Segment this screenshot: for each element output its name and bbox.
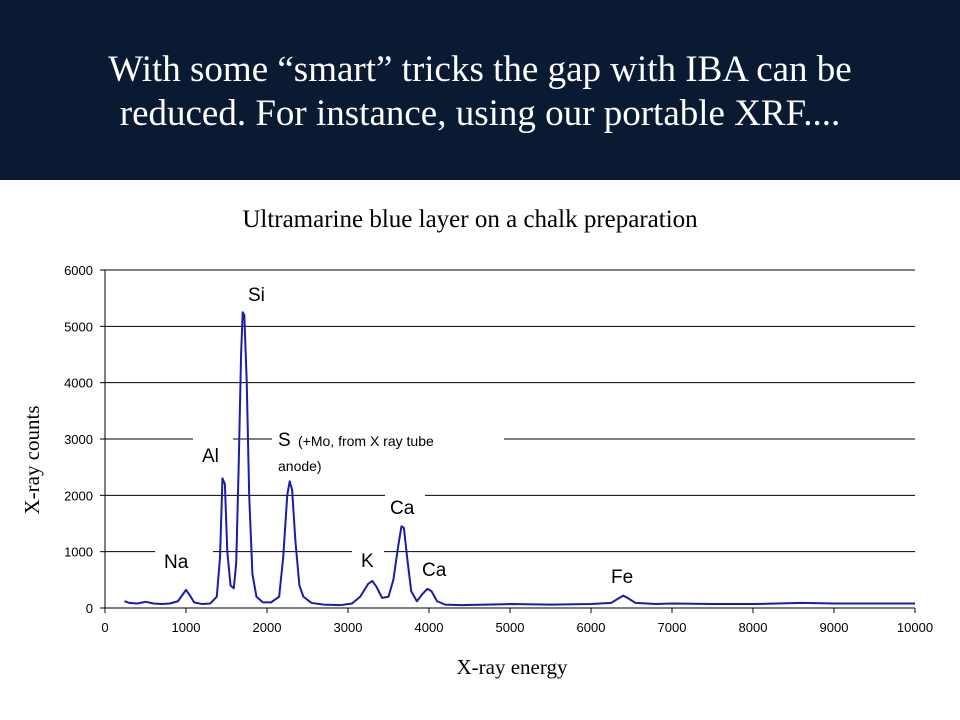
peak-label: S — [278, 430, 291, 451]
x-tick-label: 8000 — [739, 620, 768, 635]
peak-label: Fe — [611, 567, 633, 588]
label-bg — [272, 426, 504, 476]
peak-note: (+Mo, from X ray tube — [298, 433, 434, 449]
peak-note: anode) — [278, 458, 322, 474]
x-tick-label: 9000 — [820, 620, 849, 635]
label-bg — [155, 546, 213, 576]
chart-title: Ultramarine blue layer on a chalk prepar… — [242, 206, 698, 233]
y-tick-label: 5000 — [64, 319, 93, 334]
x-tick-label: 2000 — [253, 620, 282, 635]
spectrum-line — [124, 311, 915, 607]
y-tick-label: 1000 — [64, 545, 93, 560]
peak-label: Ca — [390, 498, 415, 519]
y-tick-label: 0 — [86, 601, 93, 616]
x-tick-label: 6000 — [577, 620, 606, 635]
peak-label: Ca — [422, 560, 447, 581]
x-tick-label: 0 — [101, 620, 108, 635]
y-tick-label: 4000 — [64, 376, 93, 391]
x-tick-label: 3000 — [334, 620, 363, 635]
peak-label: K — [361, 551, 374, 572]
label-bg — [193, 432, 233, 470]
x-tick-label: 7000 — [658, 620, 687, 635]
slide-header: With some “smart” tricks the gap with IB… — [0, 0, 960, 180]
x-tick-label: 5000 — [496, 620, 525, 635]
x-tick-label: 4000 — [415, 620, 444, 635]
slide-title: With some “smart” tricks the gap with IB… — [108, 49, 852, 90]
annotations: Si Al S (+Mo, from X ray tube anode) Na … — [155, 285, 633, 588]
peak-label: Al — [202, 446, 219, 467]
x-axis-label: X-ray energy — [457, 655, 568, 679]
x-tick-label: 1000 — [172, 620, 201, 635]
y-tick-label: 6000 — [64, 263, 93, 278]
peak-label: Na — [164, 552, 189, 573]
y-tick-label: 3000 — [64, 432, 93, 447]
y-tick-label: 2000 — [64, 488, 93, 503]
y-axis-label: X-ray counts — [20, 405, 44, 514]
slide-title: reduced. For instance, using our portabl… — [119, 93, 841, 134]
x-tick-label: 10000 — [897, 620, 933, 635]
label-bg — [385, 492, 425, 522]
label-bg — [352, 546, 384, 576]
peak-label: Si — [248, 285, 265, 306]
